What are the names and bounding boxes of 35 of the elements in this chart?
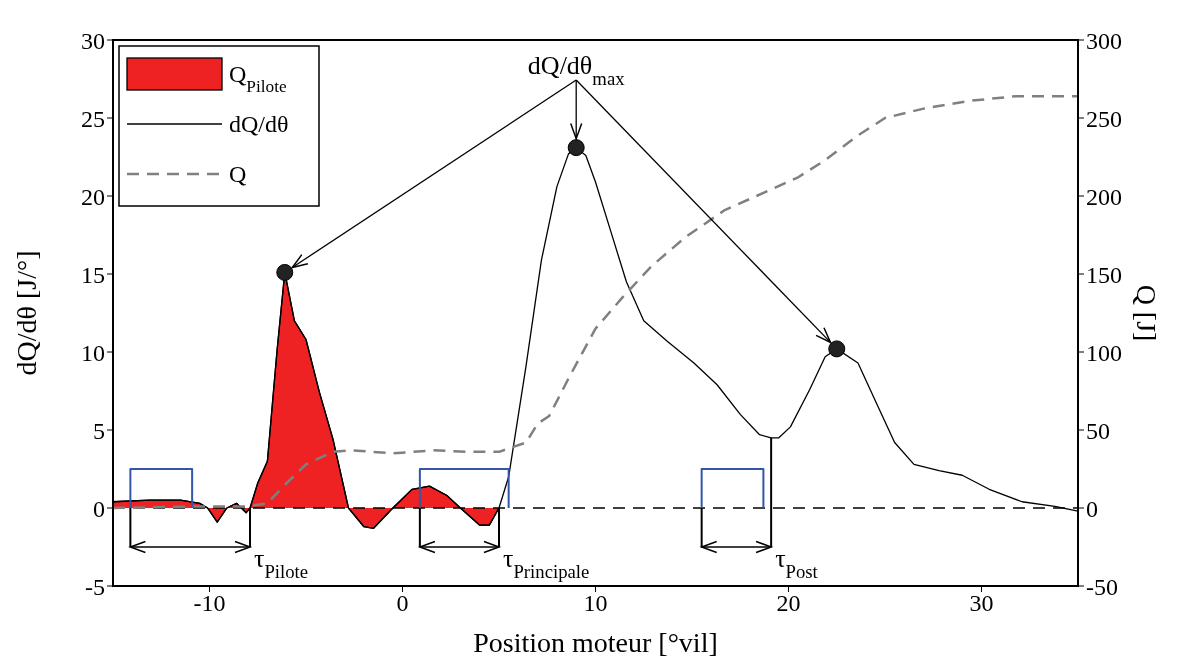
x-tick-label: 10 (583, 590, 608, 617)
y2-tick-label: 150 (1086, 261, 1122, 288)
y-tick-label: -5 (85, 573, 105, 600)
legend-label: Q (229, 161, 247, 187)
x-tick-label: -10 (193, 590, 226, 617)
y2-tick-label: 250 (1086, 105, 1122, 132)
annotation: dQ/dθ$_{max}$ (527, 51, 626, 89)
y2-tick-label: -50 (1086, 573, 1118, 600)
annotation: τ$_{Principale}$ (503, 544, 590, 582)
y-axis-title: dQ/dθ [J/°] (11, 250, 42, 376)
point (828, 340, 846, 358)
y-tick-label: 25 (81, 105, 105, 132)
y2-axis-title: Q [J] (1131, 284, 1162, 342)
point (276, 263, 294, 281)
y-tick-label: 20 (81, 183, 105, 210)
y-tick-label: 10 (81, 339, 105, 366)
legend-label: dQ/dθ (229, 111, 289, 137)
y2-tick-label: 200 (1086, 183, 1122, 210)
y2-tick-label: 0 (1086, 495, 1098, 522)
line-series (113, 94, 1078, 510)
x-axis-title: Position moteur [°vil] (473, 627, 718, 658)
x-tick-label: 0 (396, 590, 409, 617)
y-tick-label: 30 (81, 27, 105, 54)
y2-tick-label: 50 (1086, 417, 1110, 444)
y-tick-label: 5 (93, 417, 105, 444)
y2-tick-label: 300 (1086, 27, 1122, 54)
point (567, 139, 585, 157)
y-tick-label: 0 (93, 495, 105, 522)
annotation: τ$_{Post}$ (775, 544, 819, 582)
annotation: τ$_{Pilote}$ (254, 544, 309, 582)
x-tick-label: 30 (969, 590, 994, 617)
y2-tick-label: 100 (1086, 339, 1122, 366)
legend-label: Q$_{Pilote}$ (229, 61, 287, 96)
y-tick-label: 15 (81, 261, 105, 288)
x-tick-label: 20 (776, 590, 801, 617)
